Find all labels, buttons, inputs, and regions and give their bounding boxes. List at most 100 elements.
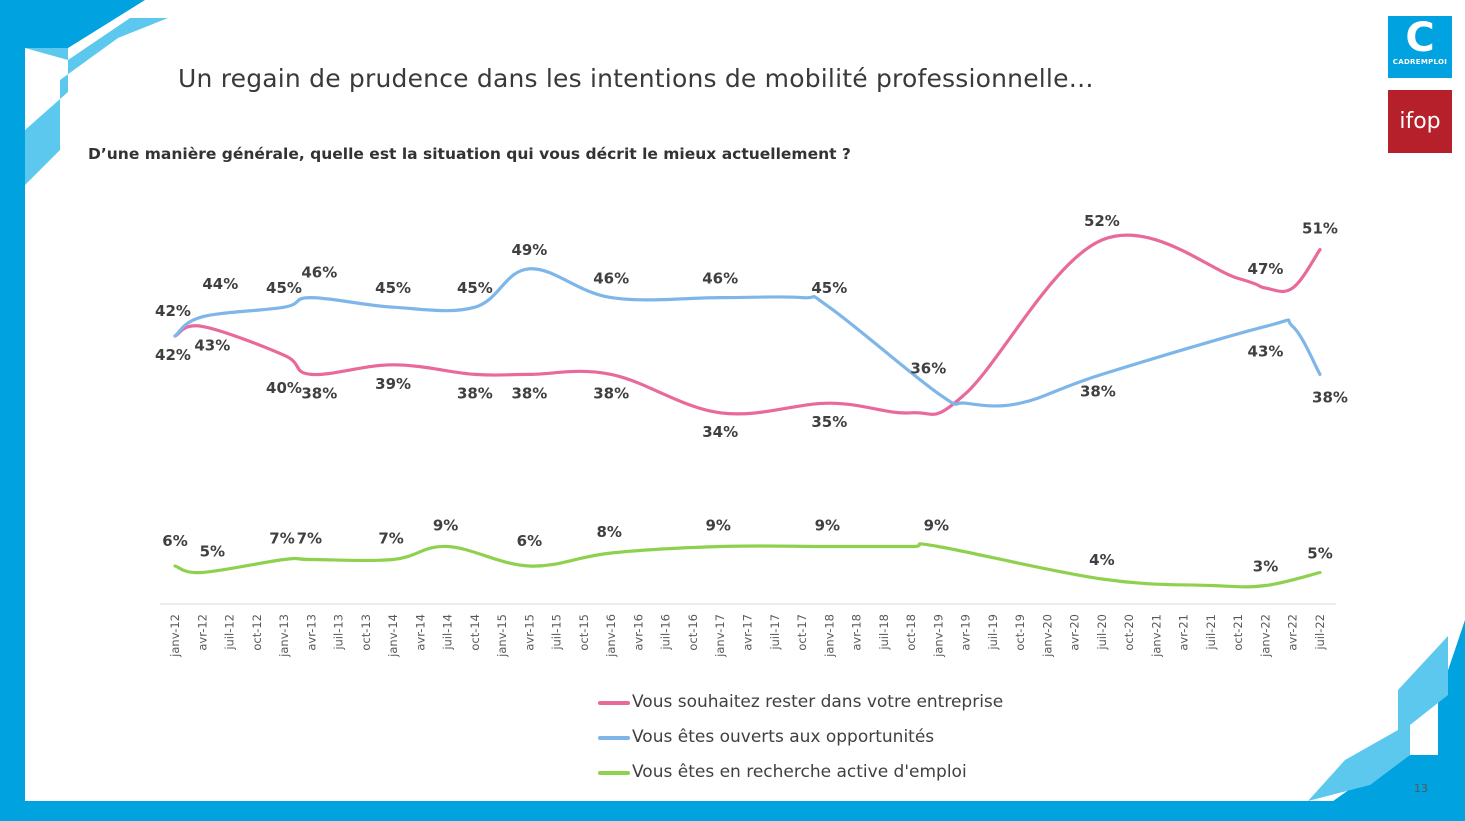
x-tick-labels: janv-12 avr-12 juil-12 oct-12 janv-13 avr-13 j… [168,614,1327,658]
x-tick-avr-15: avr-15 [522,614,536,651]
data-label-open-oct-14: 45% [457,279,493,297]
data-label-open-janv-18: 45% [811,279,847,297]
legend-label-stay: Vous souhaitez rester dans votre entrepr… [632,692,1004,712]
x-tick-janv-21: janv-21 [1149,614,1163,658]
ifop-logo: ifop [1388,90,1452,153]
data-label-search-avr-15: 6% [517,532,542,550]
data-label-stay-janv-16: 38% [593,384,629,402]
data-label-open-janv-16: 46% [593,270,629,288]
x-tick-juil-17: juil-17 [768,614,782,651]
cadremploi-logo-letter: C [1405,15,1435,61]
data-label-open-janv-17: 46% [702,270,738,288]
legend-swatch-stay [598,701,630,705]
data-label-stay-janv-12: 42% [155,346,191,364]
legend-swatch-open [598,736,630,740]
series-line-stay [173,233,1322,416]
data-label-search-juil-22: 5% [1307,545,1332,563]
x-tick-janv-18: janv-18 [822,614,836,658]
x-tick-oct-16: oct-16 [686,614,700,651]
data-label-open-avr-13: 46% [301,264,337,282]
x-tick-avr-20: avr-20 [1068,614,1082,651]
legend-swatch-search [598,771,630,775]
series-group [173,233,1322,589]
x-tick-juil-12: juil-12 [223,614,237,651]
data-label-search-avr-13: 7% [297,530,322,548]
x-tick-avr-18: avr-18 [850,614,864,651]
x-tick-janv-16: janv-16 [604,614,618,658]
frame-left-bar [0,0,25,821]
x-tick-oct-17: oct-17 [795,614,809,651]
x-tick-oct-15: oct-15 [577,614,591,651]
x-tick-janv-13: janv-13 [277,614,291,658]
data-label-open-avr-15: 49% [511,241,547,259]
cadremploi-logo-name: CADREMPLOI [1392,58,1448,66]
data-label-open-janv-22: 43% [1248,342,1284,360]
x-tick-avr-22: avr-22 [1286,614,1300,651]
data-label-search-janv-22: 3% [1253,558,1278,576]
x-tick-avr-13: avr-13 [304,614,318,651]
x-tick-juil-16: juil-16 [659,614,673,651]
x-tick-avr-17: avr-17 [741,614,755,651]
x-tick-oct-14: oct-14 [468,614,482,651]
data-label-search-avr-12: 5% [200,543,225,561]
x-tick-janv-19: janv-19 [931,614,945,658]
data-label-stay-janv-17: 34% [702,423,738,441]
data-label-search-janv-14: 7% [378,530,403,548]
data-label-stay-janv-13: 40% [266,379,302,397]
x-tick-janv-14: janv-14 [386,614,400,658]
x-tick-oct-20: oct-20 [1122,614,1136,651]
data-label-search-juil-20: 4% [1089,551,1114,569]
series-line-search [173,542,1322,589]
x-tick-avr-12: avr-12 [195,614,209,651]
x-tick-oct-12: oct-12 [250,614,264,651]
data-label-open-janv-19: 36% [910,360,946,378]
data-label-search-janv-16: 8% [596,523,621,541]
frame-corner-bottom-right [1305,620,1465,821]
x-tick-juil-15: juil-15 [550,614,564,651]
data-label-stay-avr-15: 38% [511,384,547,402]
cadremploi-logo: C CADREMPLOI [1388,16,1452,78]
series-line-open [173,267,1322,408]
data-label-stay-janv-18: 35% [811,413,847,431]
x-tick-oct-21: oct-21 [1231,614,1245,651]
data-label-stay-janv-22: 47% [1248,260,1284,278]
x-tick-janv-20: janv-20 [1040,614,1054,658]
x-tick-juil-21: juil-21 [1204,614,1218,651]
x-tick-janv-12: janv-12 [168,614,182,658]
data-label-open-avr-12: 44% [202,275,238,293]
frame-accent-bottom-right [1308,636,1448,801]
x-tick-janv-17: janv-17 [713,614,727,658]
data-label-open-janv-14: 45% [375,279,411,297]
x-tick-oct-13: oct-13 [359,614,373,651]
data-label-open-janv-13: 45% [266,279,302,297]
page-number: 13 [1414,782,1428,795]
x-tick-juil-18: juil-18 [877,614,891,651]
data-label-stay-avr-13: 38% [301,384,337,402]
data-label-search-janv-19: 9% [924,517,949,535]
point-labels: 42%43%40% 38%39%38% 38% 38%34%35%52%47%51%4… [155,212,1348,576]
data-label-open-juil-20: 38% [1080,382,1116,400]
data-label-stay-juil-20: 52% [1084,212,1120,230]
data-label-search-janv-17: 9% [705,517,730,535]
data-label-stay-oct-14: 38% [457,384,493,402]
data-label-stay-janv-14: 39% [375,375,411,393]
x-tick-oct-18: oct-18 [904,614,918,651]
legend-label-search: Vous êtes en recherche active d'emploi [632,762,967,782]
survey-question: D’une manière générale, quelle est la si… [88,145,851,163]
x-tick-avr-14: avr-14 [413,614,427,651]
frame-accent-top-left [25,18,168,185]
x-tick-juil-19: juil-19 [986,614,1000,651]
x-tick-avr-19: avr-19 [959,614,973,651]
x-tick-juil-20: juil-20 [1095,614,1109,651]
legend-label-open: Vous êtes ouverts aux opportunités [632,727,935,747]
data-label-search-janv-12: 6% [162,532,187,550]
x-tick-juil-14: juil-14 [441,614,455,651]
slide-title: Un regain de prudence dans les intention… [178,64,1094,93]
data-label-search-janv-18: 9% [815,517,840,535]
x-tick-juil-13: juil-13 [332,614,346,651]
frame-bottom-bar [0,801,1465,821]
data-label-search-juil-14: 9% [433,517,458,535]
x-tick-avr-16: avr-16 [632,614,646,651]
